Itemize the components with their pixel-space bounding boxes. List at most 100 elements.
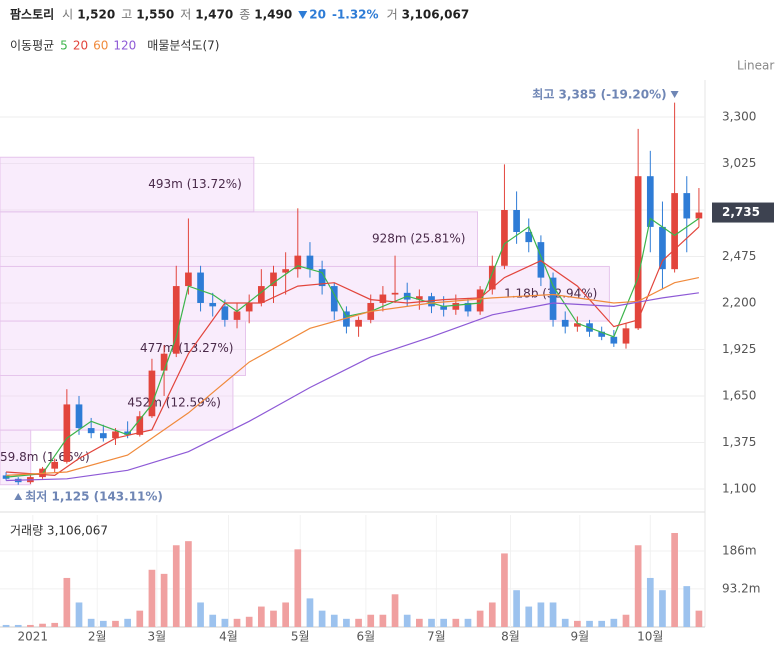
volume-bar xyxy=(318,610,326,627)
x-tick-label: 2021 xyxy=(18,630,49,644)
moving-average-line xyxy=(6,277,700,476)
candle-body xyxy=(136,416,144,435)
volume-profile-label: 928m (25.81%) xyxy=(372,232,466,246)
volume-bar xyxy=(501,553,508,627)
candle-body xyxy=(659,226,666,270)
field-label: 거 xyxy=(387,8,398,22)
stock-name: 팜스토리 xyxy=(10,7,54,22)
volume-bar xyxy=(549,602,557,627)
candle-body xyxy=(671,193,678,270)
volume-bar xyxy=(598,620,606,627)
legend-entry[interactable]: 20 xyxy=(73,39,88,53)
candle-body xyxy=(330,286,338,312)
volume-bar xyxy=(2,624,10,627)
field-value: 1,470 xyxy=(195,8,233,22)
scale-mode[interactable]: Linear xyxy=(737,59,774,73)
candle-body xyxy=(683,193,691,219)
last-price-label: 2,735 xyxy=(722,205,760,219)
volume-bar xyxy=(185,541,192,627)
candle-body xyxy=(646,176,654,227)
volume-bar xyxy=(683,586,691,627)
volume-title: 거래량 3,106,067 xyxy=(10,524,108,538)
volume-bar xyxy=(221,618,229,627)
volume-profile-band xyxy=(0,375,234,431)
candle-body xyxy=(160,353,168,371)
change-pct: -1.32% xyxy=(332,8,379,22)
candle-body xyxy=(476,289,484,312)
volume-bar xyxy=(476,610,484,627)
volume-bar xyxy=(610,618,618,627)
field-label: 시 xyxy=(62,8,73,22)
volume-bar xyxy=(428,618,435,627)
volume-bar xyxy=(87,618,95,627)
candle-body xyxy=(306,255,314,270)
volume-bar xyxy=(646,577,654,627)
volume-bar xyxy=(197,602,204,627)
volume-bar xyxy=(27,624,34,627)
field-value: 1,490 xyxy=(254,8,292,22)
candle-body xyxy=(2,475,10,479)
candle-body xyxy=(549,277,557,320)
candle-body xyxy=(148,370,156,417)
volume-bar xyxy=(112,620,119,627)
volume-bar xyxy=(488,602,496,627)
volume-bar xyxy=(355,618,362,627)
candle-body xyxy=(598,331,606,337)
moving-average-line xyxy=(6,217,700,478)
volume-bar xyxy=(574,620,581,627)
volume-bar xyxy=(14,624,22,627)
candle-body xyxy=(452,302,460,310)
candle-body xyxy=(245,302,253,312)
y-tick-label: 3,300 xyxy=(722,110,756,124)
candle-body xyxy=(75,404,83,429)
candle-body xyxy=(610,336,618,344)
y-tick-label: 1,650 xyxy=(722,388,756,402)
volume-profile-label: 493m (13.72%) xyxy=(148,177,242,191)
candle-body xyxy=(416,296,423,300)
volume-bar xyxy=(330,614,338,627)
volume-tick-label: 186m xyxy=(722,543,757,557)
x-tick-label: 7월 xyxy=(427,630,446,644)
y-tick-label: 1,925 xyxy=(722,342,756,356)
volume-bar xyxy=(561,618,569,627)
legend-entry[interactable]: 5 xyxy=(60,39,68,53)
indicator-label[interactable]: 이동평균 xyxy=(10,39,54,53)
change: 20 xyxy=(309,8,326,22)
down-arrow-icon xyxy=(298,11,308,19)
volume-bar xyxy=(634,545,642,627)
x-tick-label: 9월 xyxy=(570,630,589,644)
volume-bar xyxy=(695,610,703,627)
field-value: 1,550 xyxy=(136,8,174,22)
moving-average-line xyxy=(6,226,700,477)
legend-entry[interactable]: 60 xyxy=(93,39,108,53)
high-annotation: 최고 3,385 (-19.20%) xyxy=(532,87,666,102)
volume-bar xyxy=(440,618,448,627)
volume-bar xyxy=(306,598,314,627)
profile-label[interactable]: 매물분석도(7) xyxy=(147,39,219,53)
volume-bar xyxy=(659,590,666,627)
candle-body xyxy=(488,265,496,290)
candle-body xyxy=(634,176,642,329)
volume-bar xyxy=(464,618,472,627)
volume-profile-band xyxy=(0,320,246,377)
volume-bar xyxy=(391,594,399,627)
volume-bar xyxy=(294,549,302,627)
candle-body xyxy=(537,242,545,278)
volume-bar xyxy=(537,602,545,627)
volume-bar xyxy=(416,618,423,627)
candle-body xyxy=(185,272,192,287)
volume-bar xyxy=(233,618,241,627)
candle-body xyxy=(355,319,362,327)
last-price-box xyxy=(712,202,774,223)
volume-bar xyxy=(75,602,83,627)
candle-body xyxy=(343,311,350,327)
candle-body xyxy=(63,404,71,462)
low-marker xyxy=(14,493,23,500)
candle-body xyxy=(622,328,630,344)
volume-bar xyxy=(513,590,520,627)
candle-body xyxy=(124,431,131,435)
candle-body xyxy=(440,306,448,310)
legend-entry[interactable]: 120 xyxy=(113,39,136,53)
candle-body xyxy=(561,319,569,327)
